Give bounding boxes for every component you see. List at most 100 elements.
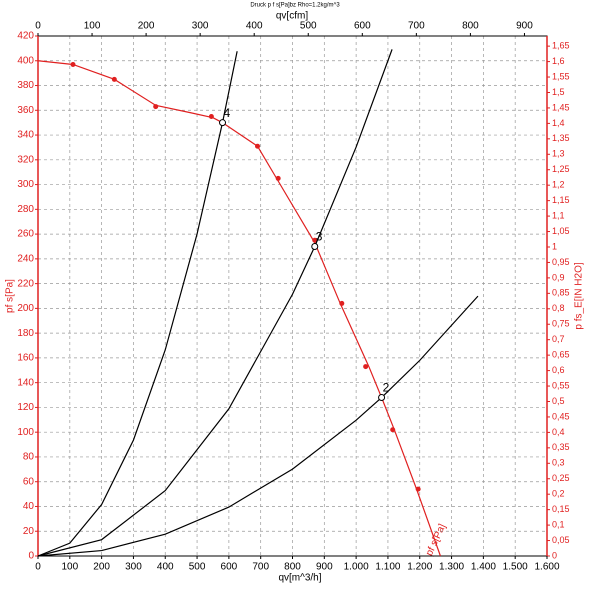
marker <box>111 76 117 82</box>
y2-tick-label: 1,1 <box>552 210 565 220</box>
y-tick-label: 0 <box>28 551 34 562</box>
y2-tick-label: 0 <box>552 550 557 560</box>
y-tick-label: 200 <box>17 303 34 314</box>
y2-tick-label: 1,3 <box>552 149 565 159</box>
y2-tick-label: 0,65 <box>552 350 570 360</box>
y2-tick-label: 0,8 <box>552 303 565 313</box>
y2-tick-label: 0,55 <box>552 380 570 390</box>
y-tick-label: 300 <box>17 179 34 190</box>
y2-tick-label: 1,4 <box>552 118 565 128</box>
marker <box>339 300 345 306</box>
marker <box>153 104 159 110</box>
y2-tick-label: 0,15 <box>552 504 570 514</box>
x2-tick-label: 300 <box>192 21 209 32</box>
operating-point-label: 2 <box>383 381 390 395</box>
curve <box>37 60 441 557</box>
x-tick-label: 200 <box>93 562 110 573</box>
y-tick-label: 180 <box>17 328 34 339</box>
x-tick-label: 1.500 <box>503 562 528 573</box>
y-axis-label: pf s[Pa] <box>5 279 16 313</box>
y2-tick-label: 0,1 <box>552 519 565 529</box>
curve <box>37 49 393 557</box>
y2-tick-label: 1,6 <box>552 56 565 66</box>
y2-axis-label: p fs_E[IN H2O] <box>574 262 585 329</box>
y-tick-label: 60 <box>23 476 35 487</box>
y2-tick-label: 1,2 <box>552 180 565 190</box>
y2-tick-label: 1 <box>552 241 557 251</box>
y-tick-label: 320 <box>17 154 34 165</box>
x-tick-label: 1.200 <box>407 562 432 573</box>
x2-tick-label: 200 <box>138 21 155 32</box>
x2-axis-label: qv[cfm] <box>276 11 308 22</box>
y-tick-label: 420 <box>17 31 34 42</box>
marker <box>255 143 261 149</box>
y2-tick-label: 0,3 <box>552 458 565 468</box>
marker <box>363 364 369 370</box>
y-tick-label: 240 <box>17 253 34 264</box>
y2-tick-label: 0,45 <box>552 411 570 421</box>
y-tick-label: 80 <box>23 452 35 463</box>
operating-point-label: 3 <box>316 230 323 244</box>
x-tick-label: 1.000 <box>344 562 369 573</box>
x-tick-label: 900 <box>316 562 333 573</box>
y2-tick-label: 1,5 <box>552 87 565 97</box>
x2-tick-label: 400 <box>246 21 263 32</box>
y2-tick-label: 0,05 <box>552 535 570 545</box>
y-tick-label: 120 <box>17 402 34 413</box>
x2-tick-label: 900 <box>516 21 533 32</box>
marker <box>275 175 281 181</box>
y-tick-label: 40 <box>23 501 35 512</box>
y-tick-label: 380 <box>17 80 34 91</box>
x-tick-label: 1.100 <box>375 562 400 573</box>
y2-tick-label: 0,25 <box>552 473 570 483</box>
y2-tick-label: 0,4 <box>552 427 565 437</box>
y2-tick-label: 0,6 <box>552 365 565 375</box>
x2-tick-label: 100 <box>84 21 101 32</box>
operating-point <box>219 119 227 127</box>
x-tick-label: 0 <box>35 562 41 573</box>
operating-point <box>311 242 319 250</box>
y2-tick-label: 1,05 <box>552 226 570 236</box>
marker <box>208 113 214 119</box>
operating-point <box>378 394 386 402</box>
y2-tick-label: 0,85 <box>552 288 570 298</box>
marker <box>70 61 76 67</box>
y2-tick-label: 1,35 <box>552 133 570 143</box>
x-tick-label: 300 <box>125 562 142 573</box>
x-tick-label: 800 <box>284 562 301 573</box>
y2-tick-label: 1,25 <box>552 164 570 174</box>
y-tick-label: 280 <box>17 204 34 215</box>
x2-tick-label: 500 <box>300 21 317 32</box>
y2-tick-label: 0,7 <box>552 334 565 344</box>
curve <box>37 51 238 557</box>
y-tick-label: 160 <box>17 353 34 364</box>
x-tick-label: 100 <box>61 562 78 573</box>
x-tick-label: 600 <box>221 562 238 573</box>
x-tick-label: 500 <box>189 562 206 573</box>
curve-label: pf s[Pa] <box>424 522 448 558</box>
x-axis-label: qv[m^3/h] <box>278 573 321 584</box>
y-tick-label: 20 <box>23 526 35 537</box>
x-tick-label: 1.400 <box>471 562 496 573</box>
x-tick-label: 700 <box>252 562 269 573</box>
y-tick-label: 340 <box>17 130 34 141</box>
chart-title: Druck p f s[Pa]bz Rho=1.2kg/m^3 <box>250 3 340 9</box>
y2-tick-label: 1,45 <box>552 102 570 112</box>
y-tick-label: 400 <box>17 55 34 66</box>
marker <box>415 486 421 492</box>
y2-tick-label: 1,65 <box>552 41 570 51</box>
y-tick-label: 220 <box>17 278 34 289</box>
y2-tick-label: 0,2 <box>552 489 565 499</box>
y2-tick-label: 0,5 <box>552 396 565 406</box>
curve <box>37 295 479 557</box>
y2-tick-label: 1,15 <box>552 195 570 205</box>
y-tick-label: 140 <box>17 377 34 388</box>
y2-tick-label: 0,35 <box>552 442 570 452</box>
x2-tick-label: 700 <box>408 21 425 32</box>
x2-tick-label: 0 <box>35 21 41 32</box>
x-tick-label: 400 <box>157 562 174 573</box>
y2-tick-label: 0,9 <box>552 272 565 282</box>
y2-tick-label: 1,55 <box>552 71 570 81</box>
y-tick-label: 360 <box>17 105 34 116</box>
